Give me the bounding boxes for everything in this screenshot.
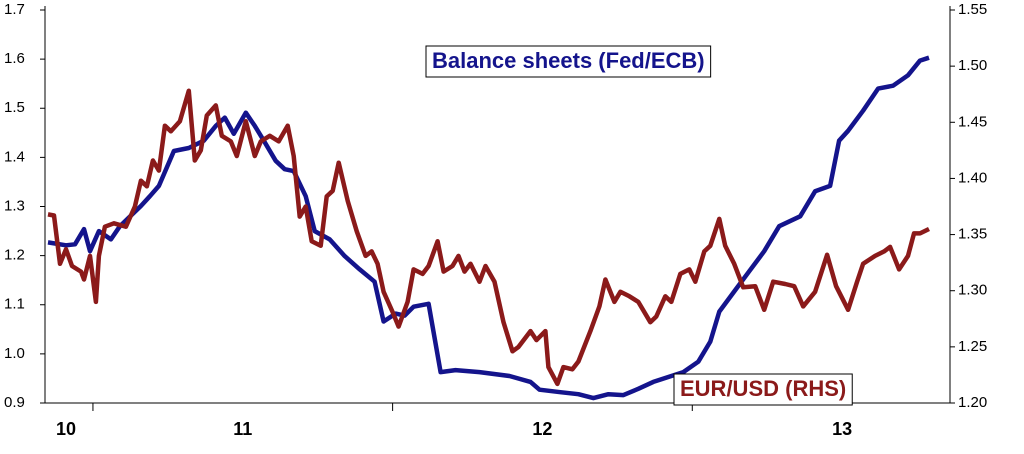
y-tick-label: 1.4 (4, 148, 25, 165)
x-tick-label: 12 (532, 419, 552, 439)
y-tick-label: 1.2 (4, 247, 25, 264)
series-label-text: EUR/USD (RHS) (680, 376, 846, 401)
y-tick-label: 1.7 (4, 1, 25, 18)
series-label: EUR/USD (RHS) (673, 373, 853, 406)
series-label-box (673, 373, 853, 406)
series-line (47, 88, 930, 387)
y2-tick-label: 1.50 (958, 57, 987, 74)
y2-tick-label: 1.35 (958, 226, 987, 243)
x-tick-label: 10 (56, 419, 76, 439)
series-line (47, 55, 930, 401)
y-tick-label: 1.5 (4, 99, 25, 116)
x-tick-label: 13 (832, 419, 852, 439)
y2-tick-label: 1.30 (958, 282, 987, 299)
y2-tick-label: 1.20 (958, 394, 987, 411)
series-label-text: Balance sheets (Fed/ECB) (432, 48, 705, 73)
x-tick-label: 11 (233, 419, 252, 439)
y2-tick-label: 1.55 (958, 1, 987, 18)
series-label: Balance sheets (Fed/ECB) (425, 45, 712, 78)
y-tick-label: 1.1 (4, 296, 25, 313)
y2-tick-label: 1.25 (958, 338, 987, 355)
y-tick-label: 1.3 (4, 197, 25, 214)
y-tick-label: 1.6 (4, 50, 25, 67)
series-label-box (425, 45, 712, 78)
y2-tick-label: 1.40 (958, 169, 987, 186)
y2-tick-label: 1.45 (958, 113, 987, 130)
y-tick-label: 1.0 (4, 345, 25, 362)
y-tick-label: 0.9 (4, 394, 25, 411)
